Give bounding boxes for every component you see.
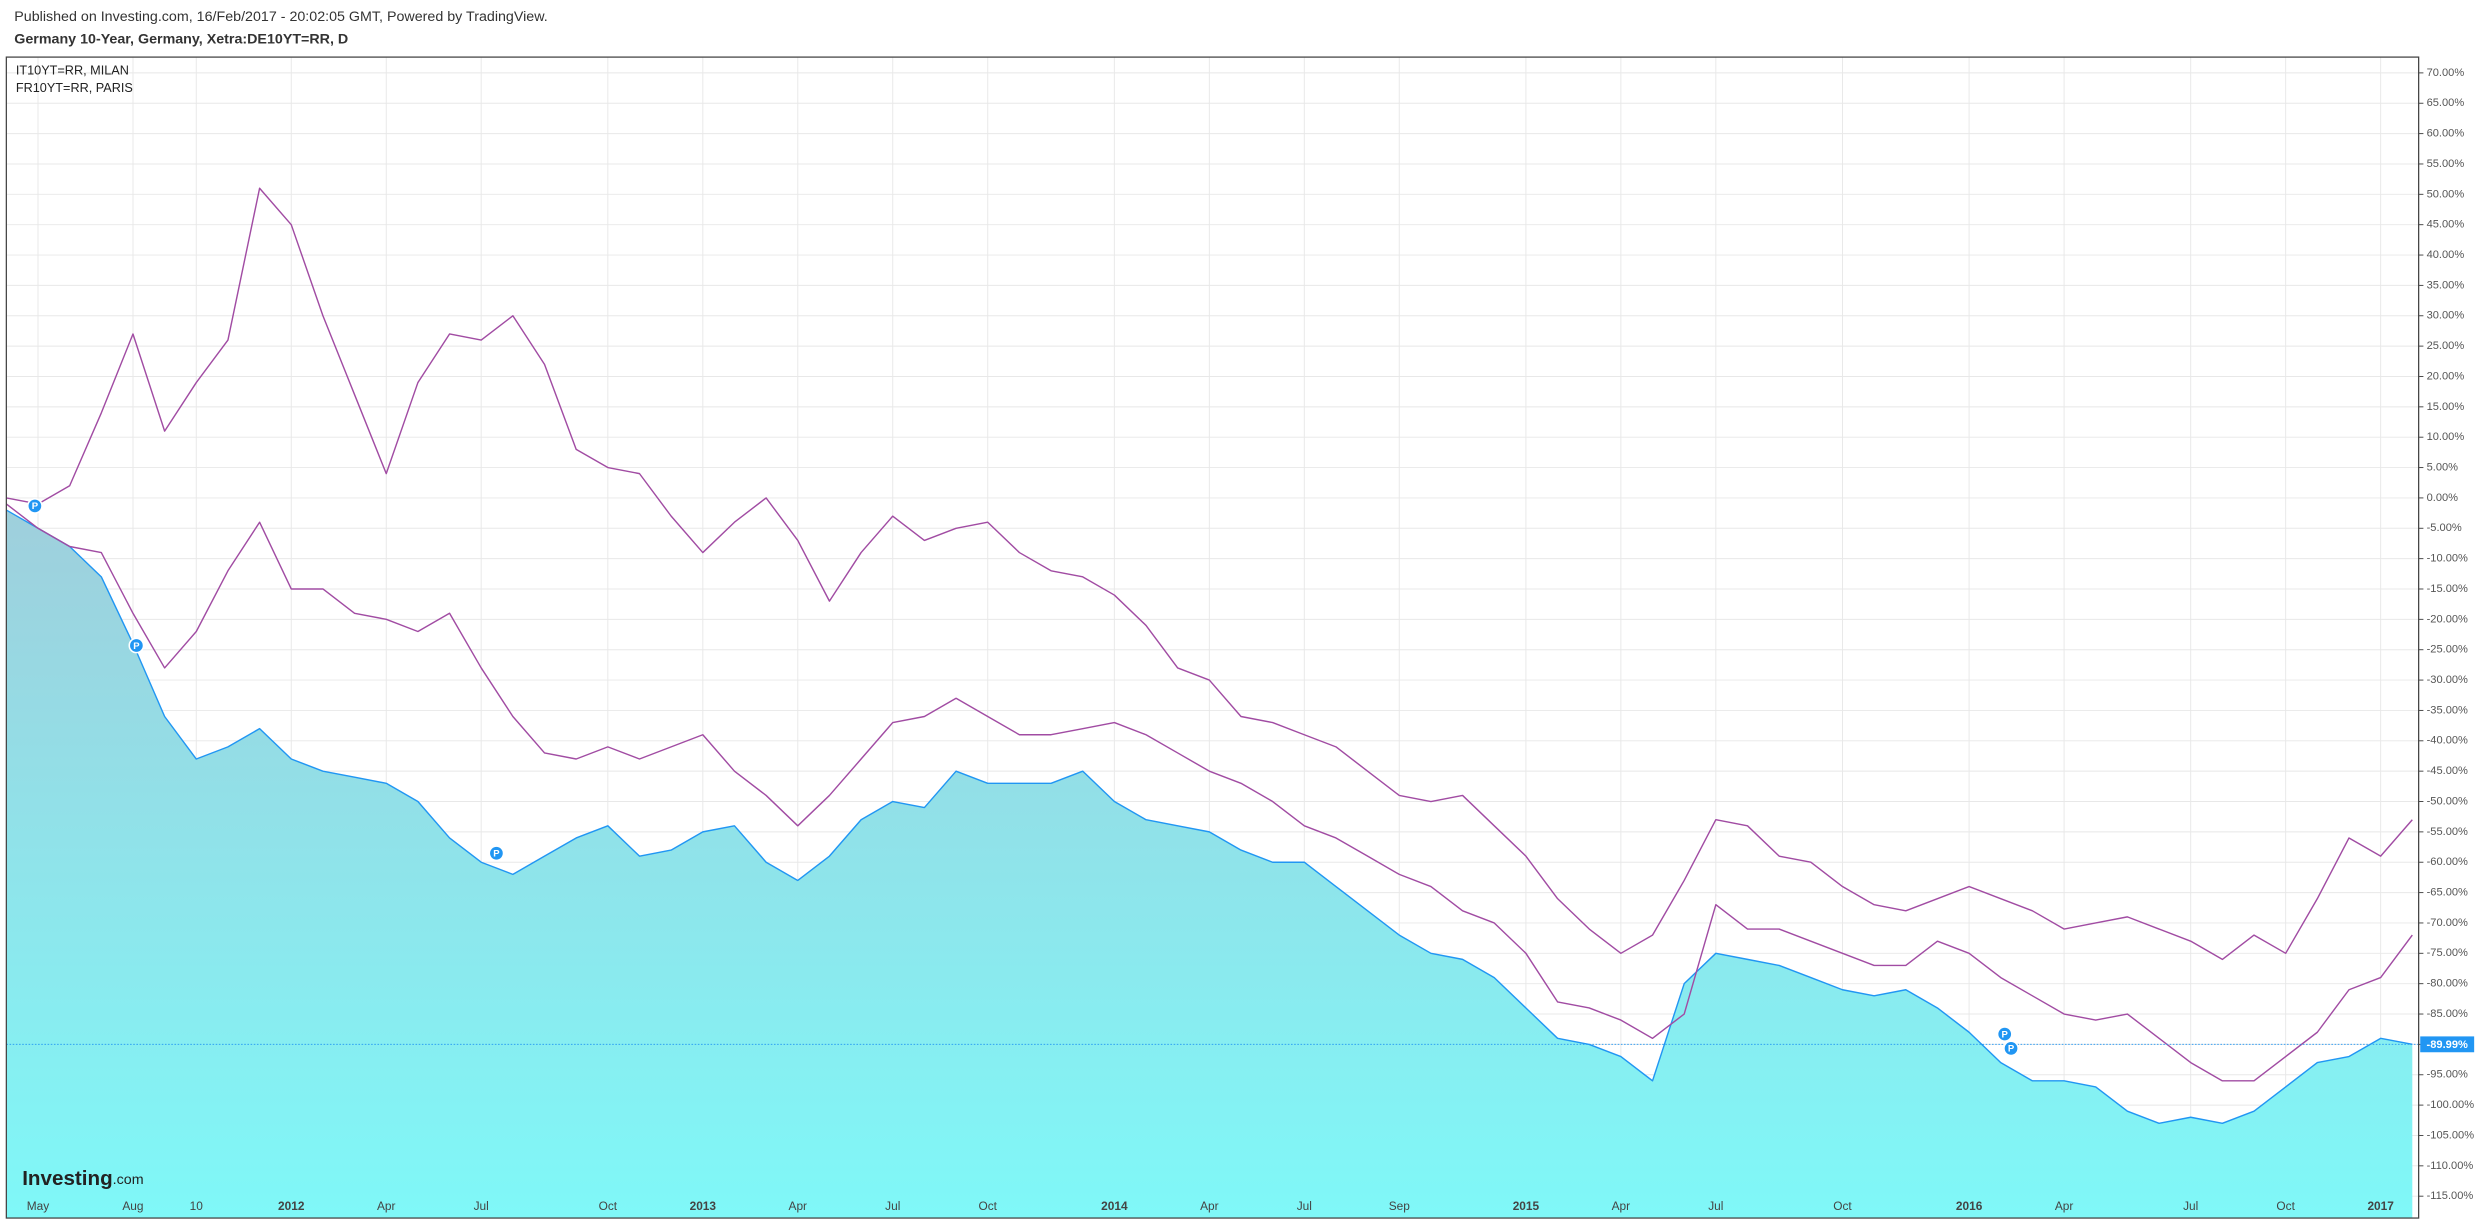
y-tick-label: -105.00%: [2427, 1129, 2475, 1141]
series-line: [6, 509, 2413, 1125]
y-tick-label: -5.00%: [2427, 522, 2462, 534]
x-tick-label: 2012: [278, 1199, 305, 1213]
event-marker: P: [1996, 1026, 2013, 1043]
x-tick-label: Jul: [1708, 1199, 1723, 1213]
x-tick-label: Apr: [1612, 1199, 1631, 1213]
y-tick-label: 20.00%: [2427, 370, 2465, 382]
x-tick-label: Oct: [599, 1199, 618, 1213]
axis: 70.00% 65.00% 60.00% 55.00% 50.00% 45.00% 40.0…: [6, 64, 2474, 1213]
y-tick-label: 15.00%: [2427, 401, 2465, 413]
y-tick-label: -55.00%: [2427, 826, 2468, 838]
x-tick-label: Apr: [2055, 1199, 2074, 1213]
logo: Investing.com: [22, 1167, 143, 1190]
y-tick-label: -50.00%: [2427, 795, 2468, 807]
y-tick-label: 30.00%: [2427, 310, 2465, 322]
x-tick-label: 2015: [1513, 1199, 1540, 1213]
logo-suffix: .com: [113, 1172, 144, 1188]
y-tick-label: -115.00%: [2427, 1190, 2474, 1202]
y-tick-label: -30.00%: [2427, 674, 2468, 686]
y-tick-label: -45.00%: [2427, 765, 2468, 777]
y-tick-label: 5.00%: [2427, 461, 2459, 473]
y-tick-label: 35.00%: [2427, 279, 2465, 291]
plot: [6, 187, 2413, 1219]
x-tick-label: Apr: [789, 1199, 808, 1213]
y-tick-label: 10.00%: [2427, 431, 2465, 443]
event-marker: P: [26, 498, 43, 514]
logo-brand: Investing: [22, 1167, 112, 1190]
y-tick-label: 25.00%: [2427, 340, 2465, 352]
y-tick-label: 60.00%: [2427, 128, 2465, 140]
y-tick-label: -40.00%: [2427, 735, 2468, 747]
event-label: P: [2008, 1044, 2015, 1055]
y-tick-label: 65.00%: [2427, 97, 2465, 109]
x-tick-label: Oct: [978, 1199, 997, 1213]
y-tick-label: -95.00%: [2427, 1069, 2468, 1081]
last-value-label: -89.99%: [2427, 1039, 2468, 1051]
x-tick-label: Jul: [1297, 1199, 1312, 1213]
x-tick-label: Apr: [1200, 1199, 1219, 1213]
y-tick-label: -85.00%: [2427, 1008, 2468, 1020]
x-tick-label: Apr: [377, 1199, 396, 1213]
y-tick-label: 50.00%: [2427, 188, 2465, 200]
event-markers: P P P P P: [26, 498, 2019, 1057]
x-tick-label: Oct: [2276, 1199, 2295, 1213]
y-tick-label: -75.00%: [2427, 947, 2468, 959]
y-tick-label: -100.00%: [2427, 1099, 2475, 1111]
x-tick-label: 2014: [1101, 1199, 1128, 1213]
y-tick-label: -70.00%: [2427, 917, 2468, 929]
y-tick-label: 45.00%: [2427, 219, 2465, 231]
y-tick-label: -25.00%: [2427, 644, 2468, 656]
y-tick-label: 70.00%: [2427, 67, 2465, 79]
x-tick-label: May: [27, 1199, 49, 1213]
x-tick-label: 2016: [1956, 1199, 1983, 1213]
x-tick-label: 2017: [2367, 1199, 2394, 1213]
x-tick-label: Jul: [2183, 1199, 2198, 1213]
legend-entry: IT10YT=RR, MILAN: [16, 64, 129, 78]
plot-frame: [5, 56, 2420, 1219]
y-tick-label: -20.00%: [2427, 613, 2468, 625]
y-tick-label: -65.00%: [2427, 887, 2468, 899]
event-label: P: [133, 641, 140, 652]
y-tick-label: -35.00%: [2427, 704, 2468, 716]
y-tick-label: -110.00%: [2427, 1160, 2474, 1172]
y-tick-label: -10.00%: [2427, 553, 2468, 565]
event-label: P: [493, 849, 500, 860]
x-tick-label: Oct: [1833, 1199, 1852, 1213]
y-tick-label: 55.00%: [2427, 158, 2465, 170]
y-tick-label: 40.00%: [2427, 249, 2465, 261]
y-tick-label: -60.00%: [2427, 856, 2468, 868]
series-line: [6, 187, 2413, 961]
event-marker: P: [128, 637, 145, 654]
event-label: P: [2002, 1029, 2009, 1040]
event-marker: P: [488, 845, 505, 862]
x-tick-label: Jul: [885, 1199, 900, 1213]
y-tick-label: -80.00%: [2427, 978, 2468, 990]
legend-entry: FR10YT=RR, PARIS: [16, 81, 133, 95]
x-tick-label: 2013: [690, 1199, 717, 1213]
x-tick-label: Jul: [474, 1199, 489, 1213]
event-label: P: [32, 501, 39, 512]
last-value-box: [2420, 1036, 2475, 1053]
x-tick-label: Sep: [1389, 1199, 1411, 1213]
area: [6, 510, 2413, 1219]
y-tick-label: 0.00%: [2427, 492, 2459, 504]
event-marker: P: [2003, 1040, 2019, 1057]
x-tick-label: 10: [190, 1199, 204, 1213]
chart-title: Germany 10-Year, Germany, Xetra:DE10YT=R…: [14, 31, 348, 47]
y-tick-label: -15.00%: [2427, 583, 2468, 595]
x-tick-label: Aug: [122, 1199, 143, 1213]
series-line: [6, 503, 2413, 1082]
published-note: Published on Investing.com, 16/Feb/2017 …: [14, 9, 547, 25]
